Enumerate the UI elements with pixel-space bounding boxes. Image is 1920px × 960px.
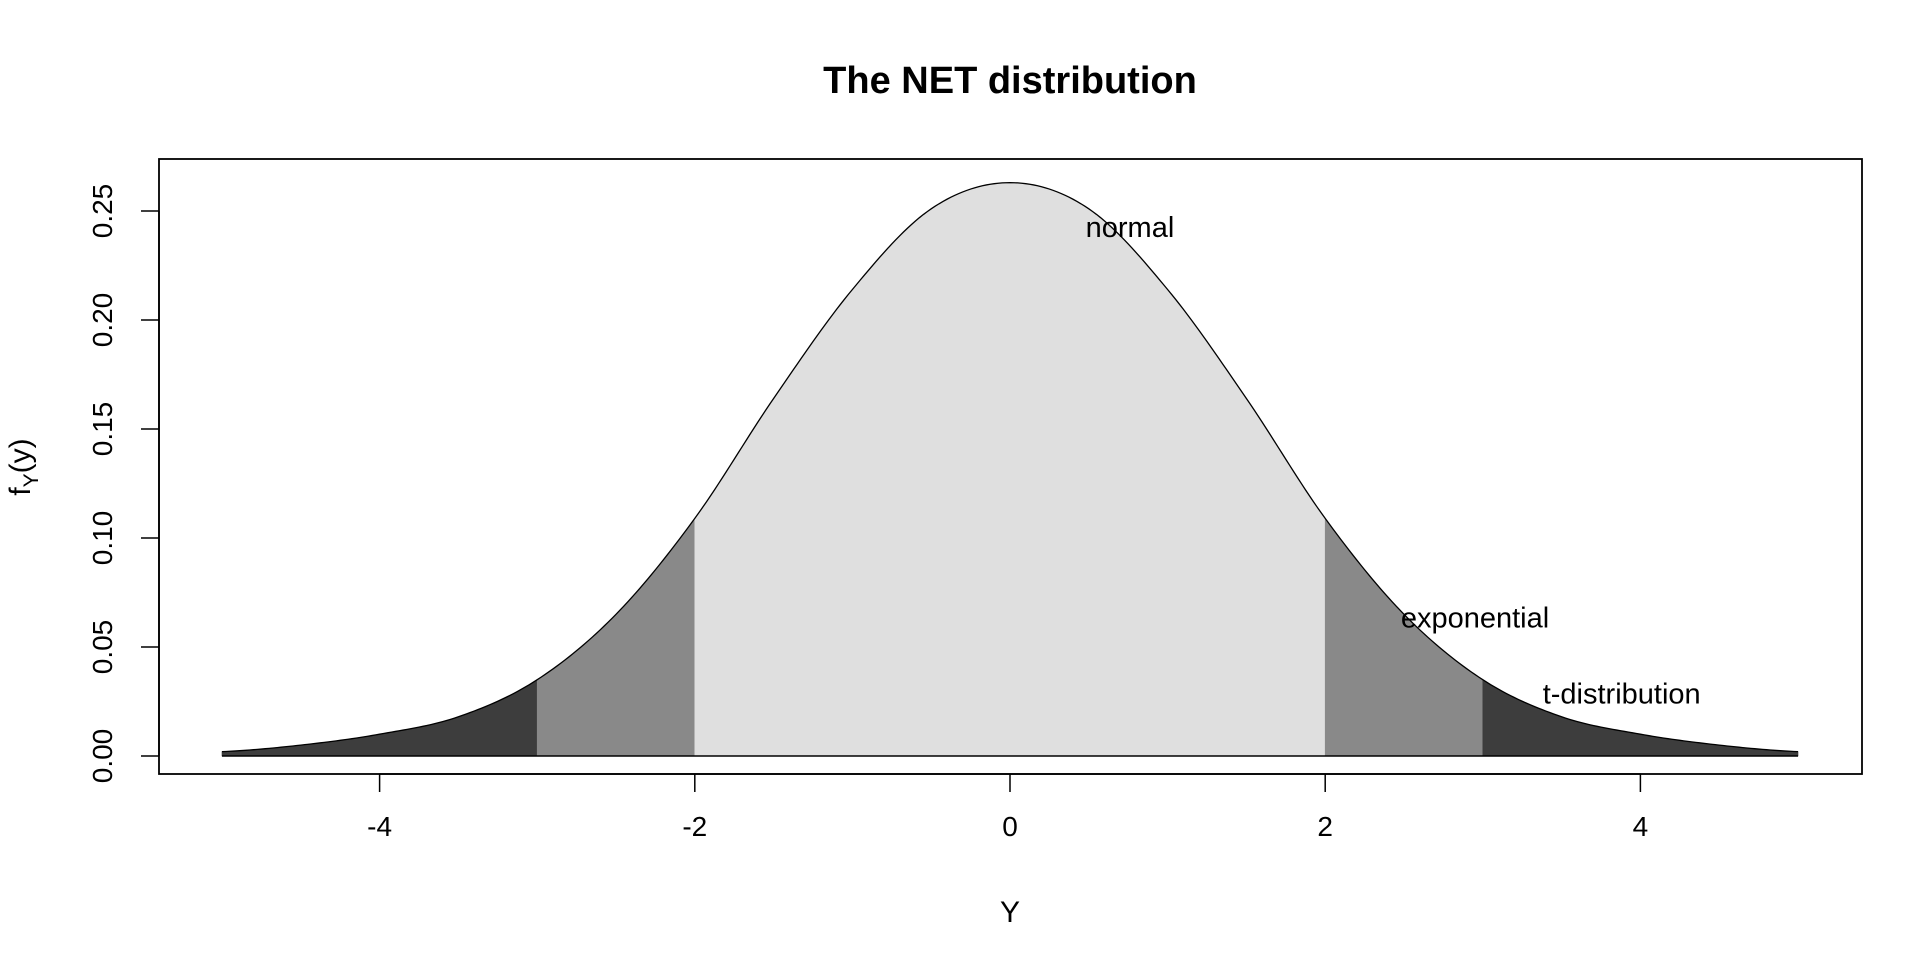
region-1 — [536, 517, 696, 757]
chart-title: The NET distribution — [823, 60, 1197, 102]
shaded-regions — [221, 182, 1799, 757]
annotations: normal exponential t-distribution — [1086, 212, 1701, 711]
x-tick-label: 2 — [1317, 811, 1333, 842]
y-tick-label: 0.15 — [87, 402, 118, 457]
region-0 — [221, 679, 538, 757]
x-tick-label: 0 — [1002, 811, 1018, 842]
annotation-normal: normal — [1086, 212, 1175, 244]
y-tick-label: 0.00 — [87, 729, 118, 784]
y-axis-label-arg: (y) — [4, 438, 37, 473]
y-tick-label: 0.25 — [87, 184, 118, 239]
y-tick-label: 0.20 — [87, 293, 118, 348]
annotation-t-distribution: t-distribution — [1543, 679, 1701, 711]
annotation-exponential: exponential — [1401, 602, 1549, 634]
x-tick-label: 4 — [1633, 811, 1649, 842]
y-tick-label: 0.10 — [87, 511, 118, 566]
x-axis: -4 -2 0 2 4 — [367, 773, 1649, 842]
region-3 — [1324, 517, 1484, 757]
density-curve — [221, 182, 1799, 753]
y-axis-label-f: f — [4, 487, 37, 496]
y-axis: 0.00 0.05 0.10 0.15 0.20 0.25 — [87, 184, 160, 784]
y-axis-label-subscript: Y — [20, 473, 43, 487]
y-tick-label: 0.05 — [87, 620, 118, 675]
x-axis-label: Y — [1000, 896, 1020, 929]
region-2 — [694, 182, 1326, 757]
x-tick-label: -2 — [682, 811, 707, 842]
x-tick-label: -4 — [367, 811, 392, 842]
y-axis-label: fY(y) — [4, 438, 43, 495]
